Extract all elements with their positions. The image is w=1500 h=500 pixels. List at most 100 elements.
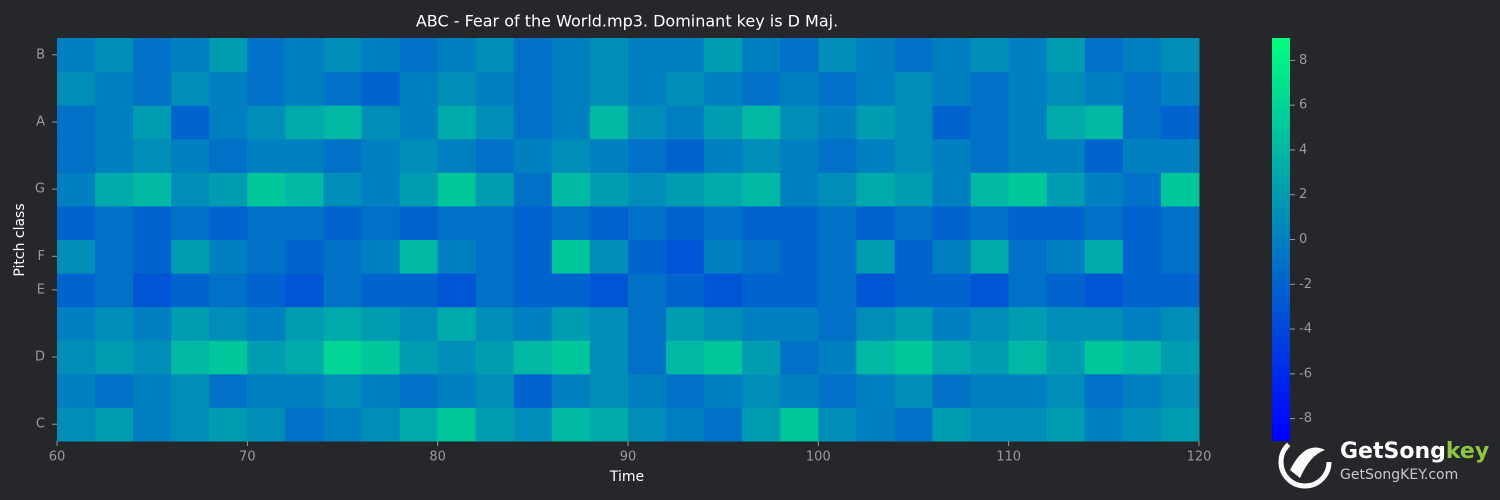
heat-cell bbox=[361, 38, 401, 73]
heat-cell bbox=[1084, 239, 1124, 274]
heat-cell bbox=[209, 273, 248, 308]
heat-cell bbox=[209, 105, 248, 140]
colorbar-tick-label: -4 bbox=[1299, 322, 1312, 337]
heat-cell bbox=[247, 205, 286, 240]
heat-cell bbox=[666, 340, 705, 375]
heat-cell bbox=[171, 138, 210, 173]
heat-cell bbox=[247, 306, 286, 341]
heat-cell bbox=[1084, 373, 1124, 408]
heat-cell bbox=[285, 239, 324, 274]
heat-cell bbox=[95, 239, 134, 274]
heat-cell bbox=[742, 38, 781, 73]
heat-cell bbox=[437, 273, 477, 308]
heat-cell bbox=[133, 71, 172, 106]
heat-cell bbox=[57, 306, 96, 341]
heat-cell bbox=[1160, 172, 1200, 207]
x-tick-label: 110 bbox=[996, 450, 1021, 465]
heat-cell bbox=[1122, 373, 1162, 408]
heat-cell bbox=[361, 138, 401, 173]
heat-cell bbox=[932, 373, 972, 408]
heat-cell bbox=[742, 205, 781, 240]
heat-cell bbox=[247, 71, 286, 106]
heat-cell bbox=[361, 239, 401, 274]
heat-cell bbox=[780, 105, 819, 140]
heat-cell bbox=[589, 239, 629, 274]
heat-cell bbox=[475, 172, 515, 207]
heat-cell bbox=[399, 172, 439, 207]
heat-cell bbox=[247, 373, 286, 408]
heat-cell bbox=[323, 373, 363, 408]
heat-cell bbox=[323, 71, 363, 106]
heat-cell bbox=[323, 239, 363, 274]
heat-cell bbox=[932, 71, 972, 106]
heat-cell bbox=[437, 205, 477, 240]
logo-bird bbox=[1290, 447, 1325, 478]
heat-cell bbox=[1008, 138, 1048, 173]
heat-cell bbox=[704, 306, 743, 341]
heat-cell bbox=[57, 205, 96, 240]
heat-cell bbox=[1046, 38, 1086, 73]
heat-cell bbox=[856, 105, 895, 140]
heat-cell bbox=[57, 71, 96, 106]
heat-cell bbox=[171, 407, 210, 442]
heat-cell bbox=[666, 306, 705, 341]
heat-cell bbox=[1084, 38, 1124, 73]
x-tick-label: 70 bbox=[239, 450, 256, 465]
heat-cell bbox=[285, 373, 324, 408]
logo-brand: GetSongkey bbox=[1340, 439, 1489, 464]
heat-cell bbox=[628, 71, 667, 106]
heat-cell bbox=[551, 340, 591, 375]
heat-cell bbox=[209, 407, 248, 442]
heat-cell bbox=[780, 38, 819, 73]
heat-cell bbox=[1122, 172, 1162, 207]
heat-cell bbox=[285, 71, 324, 106]
heat-cell bbox=[1122, 273, 1162, 308]
heat-cell bbox=[437, 306, 477, 341]
heat-cell bbox=[323, 407, 363, 442]
heat-cell bbox=[95, 340, 134, 375]
heat-cell bbox=[209, 340, 248, 375]
heat-cell bbox=[1160, 38, 1200, 73]
heat-cell bbox=[475, 373, 515, 408]
heat-cell bbox=[57, 373, 96, 408]
heat-cell bbox=[666, 105, 705, 140]
heat-cell bbox=[475, 239, 515, 274]
heat-cell bbox=[475, 105, 515, 140]
heat-cell bbox=[970, 306, 1010, 341]
heat-cell bbox=[209, 373, 248, 408]
heat-cell bbox=[1084, 306, 1124, 341]
heat-cell bbox=[437, 340, 477, 375]
heat-cell bbox=[133, 407, 172, 442]
heat-cell bbox=[1008, 71, 1048, 106]
heat-cell bbox=[399, 38, 439, 73]
heat-cell bbox=[970, 71, 1010, 106]
heat-cell bbox=[437, 138, 477, 173]
heat-cell bbox=[133, 105, 172, 140]
heat-cell bbox=[323, 38, 363, 73]
heat-cell bbox=[932, 105, 972, 140]
heat-cell bbox=[1046, 172, 1086, 207]
heat-cell bbox=[628, 172, 667, 207]
heat-cell bbox=[475, 205, 515, 240]
logo: GetSongkey GetSongKEY.com bbox=[1278, 435, 1489, 489]
heat-cell bbox=[437, 407, 477, 442]
heat-cell bbox=[1084, 71, 1124, 106]
heat-cell bbox=[856, 273, 895, 308]
x-tick-label: 100 bbox=[806, 450, 831, 465]
heat-cell bbox=[780, 373, 819, 408]
heat-cell bbox=[704, 38, 743, 73]
heat-cell bbox=[437, 239, 477, 274]
heat-cell bbox=[932, 239, 972, 274]
heat-cell bbox=[704, 239, 743, 274]
heat-cell bbox=[704, 71, 743, 106]
heat-cell bbox=[513, 340, 553, 375]
heat-cell bbox=[704, 138, 743, 173]
heat-cell bbox=[704, 340, 743, 375]
y-tick-label: B bbox=[36, 47, 45, 62]
heat-cell bbox=[970, 172, 1010, 207]
heat-cell bbox=[209, 172, 248, 207]
heat-cell bbox=[818, 373, 857, 408]
heat-cell bbox=[1084, 340, 1124, 375]
heat-cell bbox=[589, 306, 629, 341]
heat-cell bbox=[666, 71, 705, 106]
